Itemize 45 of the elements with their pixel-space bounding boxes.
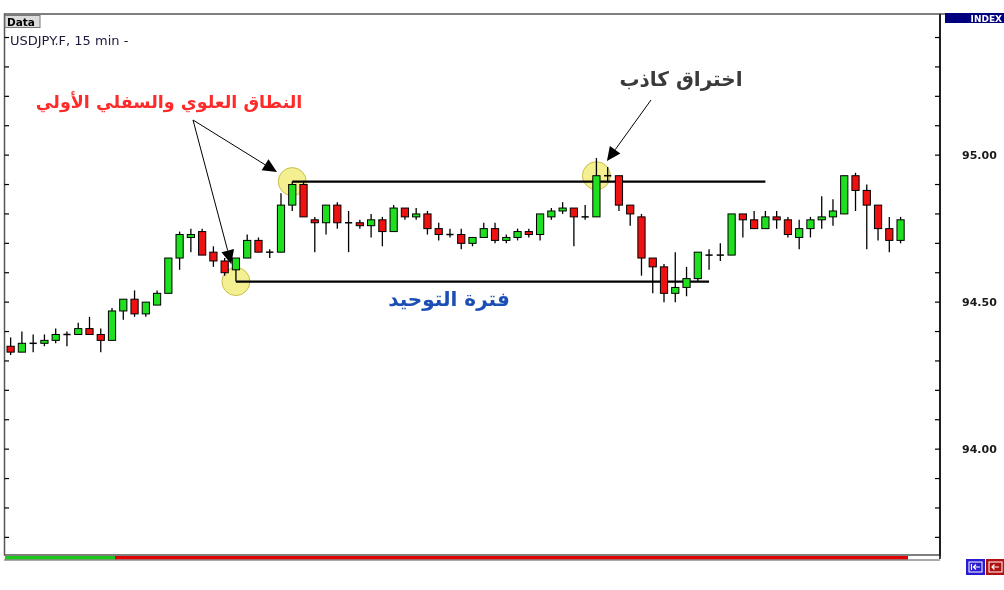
candlestick <box>828 198 838 227</box>
y-axis-title: INDEX <box>970 13 1003 24</box>
candlestick <box>457 227 466 250</box>
candlestick <box>243 233 252 259</box>
y-tick-label: 95.00 <box>962 149 998 163</box>
candlestick <box>130 289 139 318</box>
candlestick <box>535 213 545 242</box>
candlestick <box>310 216 319 253</box>
candlestick <box>96 327 105 353</box>
candlestick <box>344 210 353 253</box>
candlestick <box>569 207 578 247</box>
candlestick <box>389 204 398 233</box>
pane-label: Data <box>4 15 41 28</box>
candlestick <box>367 213 376 239</box>
annotation: Data <box>7 15 35 28</box>
candlestick <box>851 172 860 212</box>
candlestick <box>186 227 195 253</box>
candlestick <box>209 245 218 268</box>
candlestick <box>17 330 26 353</box>
candlestick <box>423 210 432 236</box>
annotation: اختراق كاذب <box>619 67 743 91</box>
candlestick <box>626 204 635 227</box>
candlestick <box>490 222 500 244</box>
annotation: فترة التوحيد <box>388 287 510 311</box>
candlestick <box>873 204 883 242</box>
candlestick <box>862 183 871 250</box>
candlestick <box>806 216 815 239</box>
candlestick <box>175 230 184 271</box>
text: USDJPY.F, 15 min - <box>10 33 129 48</box>
candlestick <box>738 213 747 239</box>
y-tick-label: 94.50 <box>962 296 998 310</box>
candlestick <box>333 201 342 230</box>
y-axis-header: INDEX <box>939 13 1004 24</box>
y-tick-label: 94.00 <box>962 443 998 457</box>
annotation: النطاق العلوي والسفلي الأولي <box>35 91 303 113</box>
candlestick <box>783 216 793 239</box>
candlestick <box>817 195 826 230</box>
candlestick <box>896 216 905 244</box>
candlestick <box>378 216 387 247</box>
candlestick <box>795 219 804 250</box>
candlestick <box>119 298 128 321</box>
candlestick <box>198 227 207 256</box>
candlestick <box>321 204 331 236</box>
candlestick <box>704 248 714 271</box>
candlestick <box>885 216 894 253</box>
